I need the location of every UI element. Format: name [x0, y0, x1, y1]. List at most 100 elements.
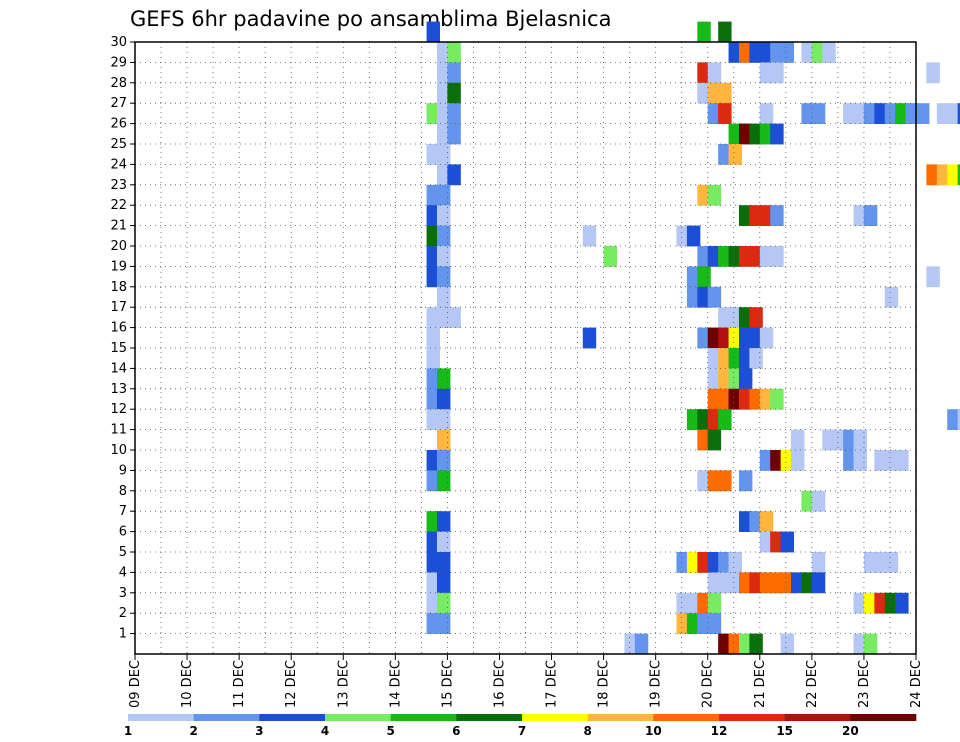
- x-tick-label: 11 DEC: [232, 660, 247, 708]
- y-tick-label: 6: [119, 525, 127, 540]
- legend-swatch: [719, 714, 785, 721]
- heatmap-cell: [759, 42, 774, 63]
- heatmap-cell: [686, 552, 701, 573]
- y-tick-label: 1: [119, 627, 127, 642]
- heatmap-cell: [770, 42, 784, 63]
- y-tick-label: 28: [110, 76, 127, 91]
- legend-label: 15: [776, 724, 793, 738]
- heatmap-cell: [863, 205, 878, 226]
- heatmap-cell: [582, 327, 597, 349]
- heatmap-cell: [957, 164, 960, 186]
- heatmap-cell: [436, 184, 451, 206]
- heatmap-cell: [707, 613, 722, 634]
- legend-label: 2: [189, 724, 197, 738]
- heatmap-cell: [884, 286, 899, 308]
- heatmap-cell: [770, 205, 784, 226]
- heatmap-cell: [947, 164, 960, 186]
- heatmap-cell: [811, 490, 826, 512]
- x-tick-label: 14 DEC: [388, 660, 403, 708]
- heatmap-cell: [738, 470, 753, 492]
- heatmap-cell: [874, 592, 888, 614]
- heatmap-cell: [436, 266, 451, 288]
- heatmap-cell: [697, 184, 711, 206]
- heatmap-cell: [426, 450, 440, 471]
- heatmap-cell: [759, 103, 774, 124]
- heatmap-cell: [957, 409, 960, 430]
- heatmap-cell: [884, 552, 899, 573]
- x-tick-label: 13 DEC: [336, 660, 351, 708]
- heatmap-cell: [728, 246, 742, 267]
- heatmap-cell: [728, 307, 742, 328]
- heatmap-cell: [426, 592, 440, 614]
- heatmap-cell: [728, 633, 742, 655]
- heatmap-cell: [707, 470, 722, 492]
- heatmap-cell: [728, 42, 742, 63]
- legend-swatch: [522, 714, 588, 721]
- heatmap-cell: [738, 368, 753, 390]
- heatmap-cell: [822, 429, 836, 451]
- legend-label: 1: [124, 724, 132, 738]
- heatmap-cell: [843, 103, 857, 124]
- heatmap-cell: [926, 266, 940, 288]
- y-tick-label: 27: [110, 96, 127, 111]
- heatmap-cell: [863, 552, 878, 573]
- heatmap-cell: [738, 327, 753, 349]
- y-tick-label: 4: [119, 565, 127, 580]
- x-tick-label: 19 DEC: [649, 660, 664, 708]
- heatmap-cell: [874, 450, 888, 471]
- heatmap-cell: [718, 307, 732, 328]
- heatmap-cell: [738, 42, 753, 63]
- heatmap-cell: [738, 123, 753, 145]
- heatmap-cell: [749, 307, 763, 328]
- heatmap-cell: [895, 103, 909, 124]
- heatmap-cell: [707, 572, 722, 594]
- heatmap-cell: [603, 246, 618, 267]
- heatmap-cell: [895, 450, 909, 471]
- heatmap-cell: [426, 613, 440, 634]
- heatmap-cell: [707, 286, 722, 308]
- heatmap-cell: [853, 205, 867, 226]
- axis-ticks: 1234567891011121314151617181920212223242…: [110, 35, 924, 708]
- heatmap-cell: [707, 368, 722, 390]
- heatmap-cell: [718, 103, 732, 124]
- y-tick-label: 2: [119, 606, 127, 621]
- heatmap-cell: [718, 470, 732, 492]
- y-tick-label: 29: [110, 55, 127, 70]
- heatmap-cell: [634, 633, 649, 655]
- heatmap-cell: [791, 429, 805, 451]
- heatmap-cell: [718, 82, 732, 104]
- heatmap-cell: [697, 429, 711, 451]
- heatmap-cell: [676, 225, 690, 247]
- color-legend: 1 2 3 4 5 6 7 8 10 12 15 20: [124, 714, 917, 738]
- heatmap-cell: [436, 123, 451, 145]
- heatmap-cell: [811, 572, 826, 594]
- heatmap-cell: [436, 205, 451, 226]
- heatmap-cell: [863, 592, 878, 614]
- heatmap-cell: [676, 552, 690, 573]
- heatmap-cell: [759, 205, 774, 226]
- heatmap-cell: [843, 450, 857, 471]
- heatmap-cell: [770, 62, 784, 84]
- heatmap-cell: [791, 572, 805, 594]
- y-tick-label: 24: [110, 157, 127, 172]
- heatmap-cell: [426, 144, 440, 165]
- legend-label: 10: [645, 724, 662, 738]
- heatmap-cell: [676, 613, 690, 634]
- heatmap-cell: [759, 450, 774, 471]
- heatmap-cell: [759, 572, 774, 594]
- heatmap-cell: [780, 450, 795, 471]
- heatmap-cell: [426, 348, 440, 369]
- heatmap-cell: [426, 470, 440, 492]
- heatmap-cell: [718, 388, 732, 410]
- heatmap-cell: [884, 592, 899, 614]
- heatmap-cell: [749, 205, 763, 226]
- heatmap-cell: [426, 21, 440, 43]
- heatmap-cell: [759, 246, 774, 267]
- heatmap-cell: [447, 307, 461, 328]
- heatmap-cell: [718, 327, 732, 349]
- heatmap-cell: [707, 429, 722, 451]
- y-tick-label: 14: [110, 361, 127, 376]
- y-tick-label: 7: [119, 504, 127, 519]
- heatmap-cell: [686, 266, 701, 288]
- heatmap-cell: [426, 266, 440, 288]
